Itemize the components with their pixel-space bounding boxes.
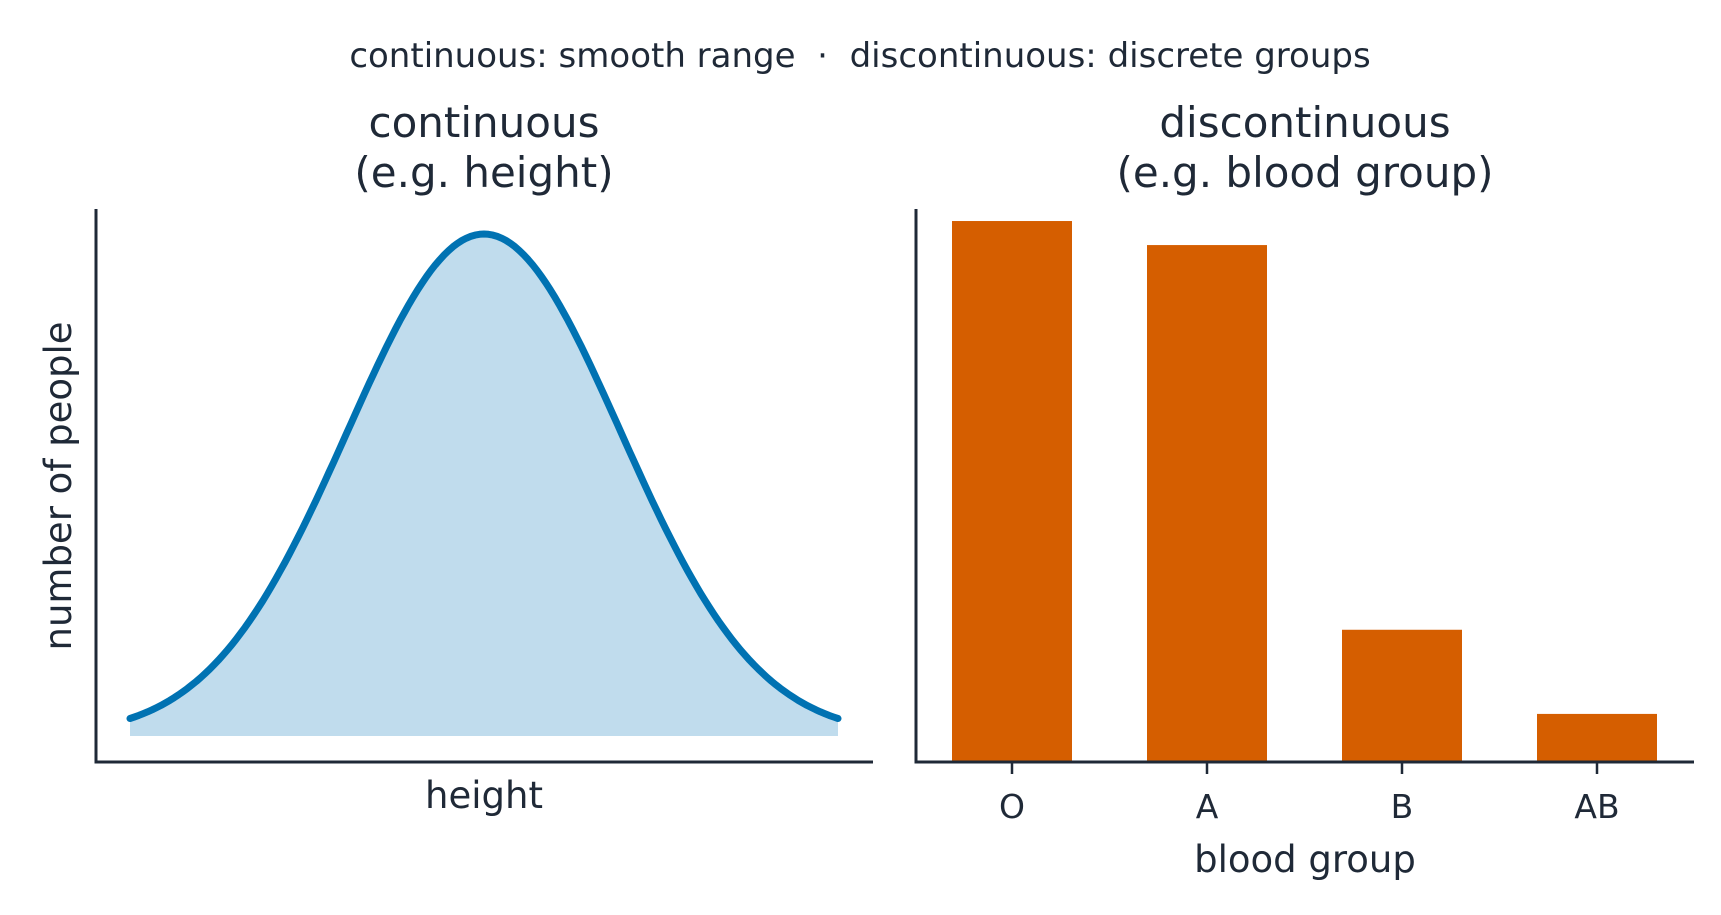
bell-curve-fill [130,234,838,736]
bar-b [1342,629,1462,762]
continuous-panel: continuous (e.g. height) height number o… [37,98,873,817]
continuous-title-line1: continuous [369,98,600,147]
continuous-title-line2: (e.g. height) [354,148,613,197]
discontinuous-title-line2: (e.g. blood group) [1116,148,1493,197]
tick-label-a: A [1196,787,1219,826]
figure-suptitle: continuous: smooth range · discontinuous… [349,36,1370,76]
discontinuous-title-line1: discontinuous [1159,98,1450,147]
tick-label-o: O [999,787,1025,826]
discontinuous-x-axis-label: blood group [1194,838,1416,881]
blood-group-ticks: O A B AB [999,762,1620,826]
discontinuous-panel: discontinuous (e.g. blood group) O A B AB b… [914,98,1694,881]
bar-ab [1537,713,1657,762]
tick-label-ab: AB [1574,787,1619,826]
tick-label-b: B [1391,787,1414,826]
bar-series [952,221,1657,763]
y-axis-label: number of people [37,321,80,650]
continuous-x-axis-label: height [425,774,543,817]
bar-a [1147,245,1267,763]
bell-curve-line [126,230,842,722]
bar-o [952,221,1072,763]
